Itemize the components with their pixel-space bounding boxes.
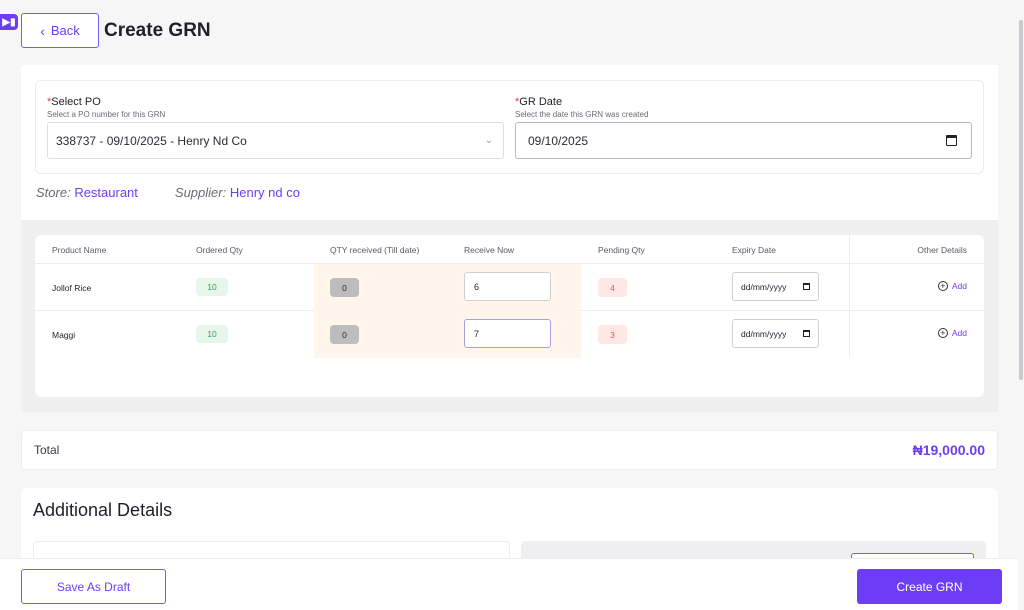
calendar-icon — [803, 330, 810, 337]
add-other-details-button[interactable]: + Add — [937, 328, 967, 338]
receive-now-input[interactable]: 6 — [464, 272, 551, 301]
expiry-placeholder: dd/mm/yyyy — [741, 281, 787, 292]
add-label: Add — [951, 281, 967, 291]
ordered-qty-badge: 10 — [196, 325, 228, 343]
add-other-details-button[interactable]: + Add — [937, 281, 967, 291]
col-qty-received: QTY received (Till date) — [330, 245, 420, 255]
ordered-qty-badge: 10 — [196, 278, 228, 296]
expiry-date-input[interactable]: dd/mm/yyyy — [732, 272, 819, 301]
chevron-down-icon: ⌄ — [484, 135, 493, 146]
col-other-details: Other Details — [917, 245, 967, 255]
table-header: Product Name Ordered Qty QTY received (T… — [35, 235, 984, 264]
store-supplier-row: Store: Restaurant Supplier: Henry nd co — [36, 185, 300, 200]
col-ordered-qty: Ordered Qty — [196, 245, 243, 255]
supplier-label: Supplier: — [174, 185, 227, 200]
calendar-icon[interactable] — [946, 135, 957, 146]
gr-date-label: *GR Date — [515, 96, 972, 108]
pending-qty-badge: 3 — [598, 325, 627, 344]
scrollbar-thumb[interactable] — [1019, 20, 1023, 380]
required-mark: * — [47, 96, 52, 108]
col-receive-now: Receive Now — [464, 245, 515, 255]
scrollbar[interactable] — [1018, 0, 1024, 610]
gr-date-value: 09/10/2025 — [528, 133, 589, 148]
total-label: Total — [34, 443, 60, 457]
total-bar: Total ₦19,000.00 — [21, 430, 998, 470]
received-qty-badge: 0 — [330, 278, 359, 297]
po-hint: Select a PO number for this GRN — [47, 110, 166, 119]
po-select[interactable]: 338737 - 09/10/2025 - Henry Nd Co ⌄ — [47, 122, 504, 159]
store-value: Restaurant — [74, 185, 138, 200]
receive-now-value: 7 — [474, 328, 480, 339]
col-expiry-date: Expiry Date — [732, 245, 776, 255]
col-product-name: Product Name — [52, 245, 107, 255]
product-name: Jollof Rice — [52, 283, 92, 293]
store-label: Store: — [36, 185, 71, 200]
sidebar-toggle-icon[interactable]: ▶▮ — [0, 14, 18, 30]
add-label: Add — [951, 328, 967, 338]
plus-circle-icon: + — [937, 281, 948, 291]
gr-date-label-text: GR Date — [519, 96, 563, 108]
required-mark: * — [515, 96, 520, 108]
column-divider — [849, 235, 850, 357]
calendar-icon — [803, 283, 810, 290]
gr-date-field: *GR Date Select the date this GRN was cr… — [515, 96, 972, 159]
chevron-left-icon: ‹ — [40, 22, 45, 39]
po-label: *Select PO — [47, 96, 504, 108]
save-as-draft-button[interactable]: Save As Draft — [21, 569, 166, 604]
pending-qty-badge: 4 — [598, 278, 627, 297]
items-table: Product Name Ordered Qty QTY received (T… — [35, 235, 984, 397]
grn-form-fields: *Select PO Select a PO number for this G… — [35, 80, 984, 174]
page-title: Create GRN — [104, 19, 211, 41]
store-info: Store: Restaurant — [36, 185, 138, 200]
receive-now-input[interactable]: 7 — [464, 319, 551, 348]
supplier-value: Henry nd co — [229, 185, 300, 200]
po-label-text: Select PO — [51, 96, 101, 108]
back-button[interactable]: ‹ Back — [21, 13, 99, 48]
plus-circle-icon: + — [937, 328, 948, 338]
expiry-date-input[interactable]: dd/mm/yyyy — [732, 319, 819, 348]
table-row: Maggi 10 0 7 3 dd/mm/yyyy + Add — [35, 311, 984, 358]
receive-now-value: 6 — [474, 281, 480, 292]
expiry-placeholder: dd/mm/yyyy — [741, 328, 787, 339]
additional-details-title: Additional Details — [33, 500, 173, 520]
supplier-info: Supplier: Henry nd co — [175, 185, 300, 200]
create-grn-button[interactable]: Create GRN — [857, 569, 1002, 604]
footer-bar: Save As Draft Create GRN — [0, 558, 1018, 610]
grn-form-card: *Select PO Select a PO number for this G… — [21, 65, 998, 220]
table-row: Jollof Rice 10 0 6 4 dd/mm/yyyy + Add — [35, 264, 984, 311]
page-header: ‹ Back Create GRN — [21, 13, 211, 48]
product-name: Maggi — [52, 330, 76, 340]
po-field: *Select PO Select a PO number for this G… — [47, 96, 504, 159]
col-pending-qty: Pending Qty — [598, 245, 645, 255]
received-qty-badge: 0 — [330, 325, 359, 344]
back-button-label: Back — [50, 23, 80, 38]
gr-date-hint: Select the date this GRN was created — [515, 110, 649, 119]
gr-date-input[interactable]: 09/10/2025 — [515, 122, 972, 159]
po-select-value: 338737 - 09/10/2025 - Henry Nd Co — [56, 133, 247, 148]
items-section: Product Name Ordered Qty QTY received (T… — [21, 220, 998, 412]
total-value: ₦19,000.00 — [912, 442, 985, 458]
